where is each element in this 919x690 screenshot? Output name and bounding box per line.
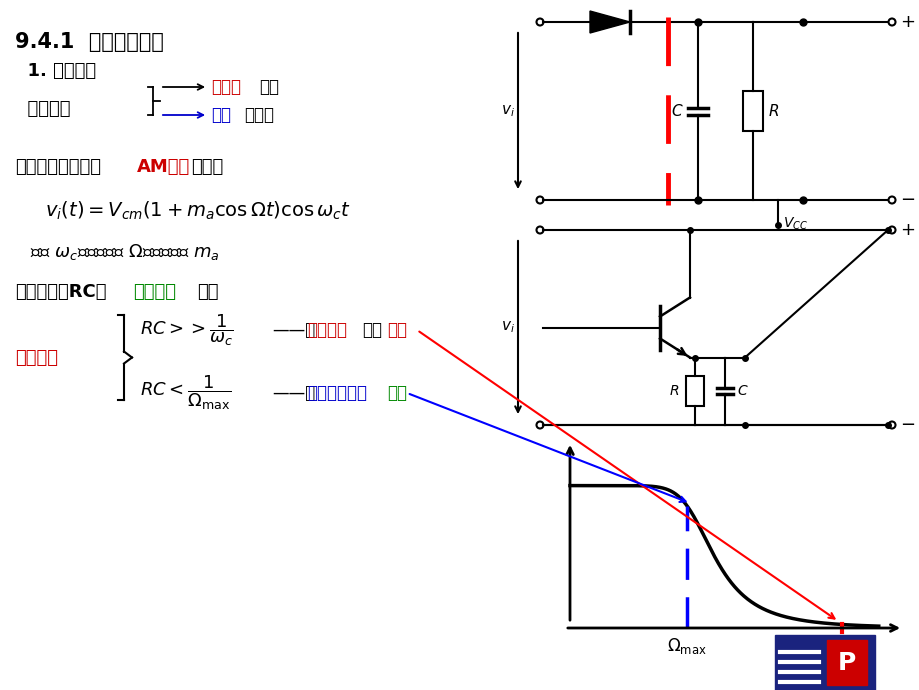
Text: ——让: ——让	[272, 384, 315, 402]
Text: C: C	[736, 384, 746, 398]
Text: $\omega_c$: $\omega_c$	[832, 636, 856, 654]
Polygon shape	[589, 11, 630, 33]
Text: $\Omega_{\rm max}$: $\Omega_{\rm max}$	[666, 636, 707, 656]
Text: 设输入的调幅波（: 设输入的调幅波（	[15, 158, 101, 176]
Text: 低频调制信号: 低频调制信号	[307, 384, 367, 402]
Bar	[743, 91, 762, 131]
Bar	[826, 640, 866, 685]
Text: 是：: 是：	[197, 283, 219, 301]
Text: −: −	[899, 416, 914, 434]
Text: $RC >> \dfrac{1}{\omega_c}$: $RC >> \dfrac{1}{\omega_c}$	[140, 312, 233, 348]
Text: 短路: 短路	[387, 321, 406, 339]
Text: 滤波器: 滤波器	[244, 106, 274, 124]
Text: 通过: 通过	[387, 384, 406, 402]
Text: +: +	[899, 221, 914, 239]
Text: $RC < \dfrac{1}{\Omega_{\max}}$: $RC < \dfrac{1}{\Omega_{\max}}$	[140, 374, 231, 413]
Text: 取值原则: 取值原则	[133, 283, 176, 301]
Text: $V_{CC}$: $V_{CC}$	[782, 216, 807, 233]
Text: 低通: 低通	[210, 106, 231, 124]
Text: 低通滤波器RC的: 低通滤波器RC的	[15, 283, 107, 301]
Text: 载频 $\omega_c$、调制频率 $\Omega$、调制系数 $m_a$: 载频 $\omega_c$、调制频率 $\Omega$、调制系数 $m_a$	[30, 242, 220, 262]
Text: C: C	[671, 104, 681, 119]
Text: 高频载波: 高频载波	[307, 321, 346, 339]
Bar	[774, 635, 874, 690]
Text: 1. 电路组成: 1. 电路组成	[15, 62, 96, 80]
Text: $v_i(t) = V_{cm}(1+m_a\cos\Omega t)\cos\omega_c t$: $v_i(t) = V_{cm}(1+m_a\cos\Omega t)\cos\…	[45, 200, 350, 222]
Text: 两大部分: 两大部分	[15, 100, 71, 118]
Text: ）为：: ）为：	[191, 158, 223, 176]
Text: 近似: 近似	[361, 321, 381, 339]
Text: R: R	[669, 384, 678, 398]
Text: R: R	[768, 104, 778, 119]
Bar	[686, 376, 703, 406]
Text: 时间常数: 时间常数	[15, 349, 58, 367]
Text: 9.4.1  包络检波电路: 9.4.1 包络检波电路	[15, 32, 164, 52]
Text: P: P	[837, 651, 856, 675]
Text: ——对: ——对	[272, 321, 315, 339]
Text: +: +	[899, 13, 914, 31]
Text: AM信号: AM信号	[137, 158, 190, 176]
Text: −: −	[899, 191, 914, 209]
Text: 器件: 器件	[259, 78, 278, 96]
Text: $v_i$: $v_i$	[501, 319, 515, 335]
Text: $v_i$: $v_i$	[501, 103, 515, 119]
Text: 非线性: 非线性	[210, 78, 241, 96]
